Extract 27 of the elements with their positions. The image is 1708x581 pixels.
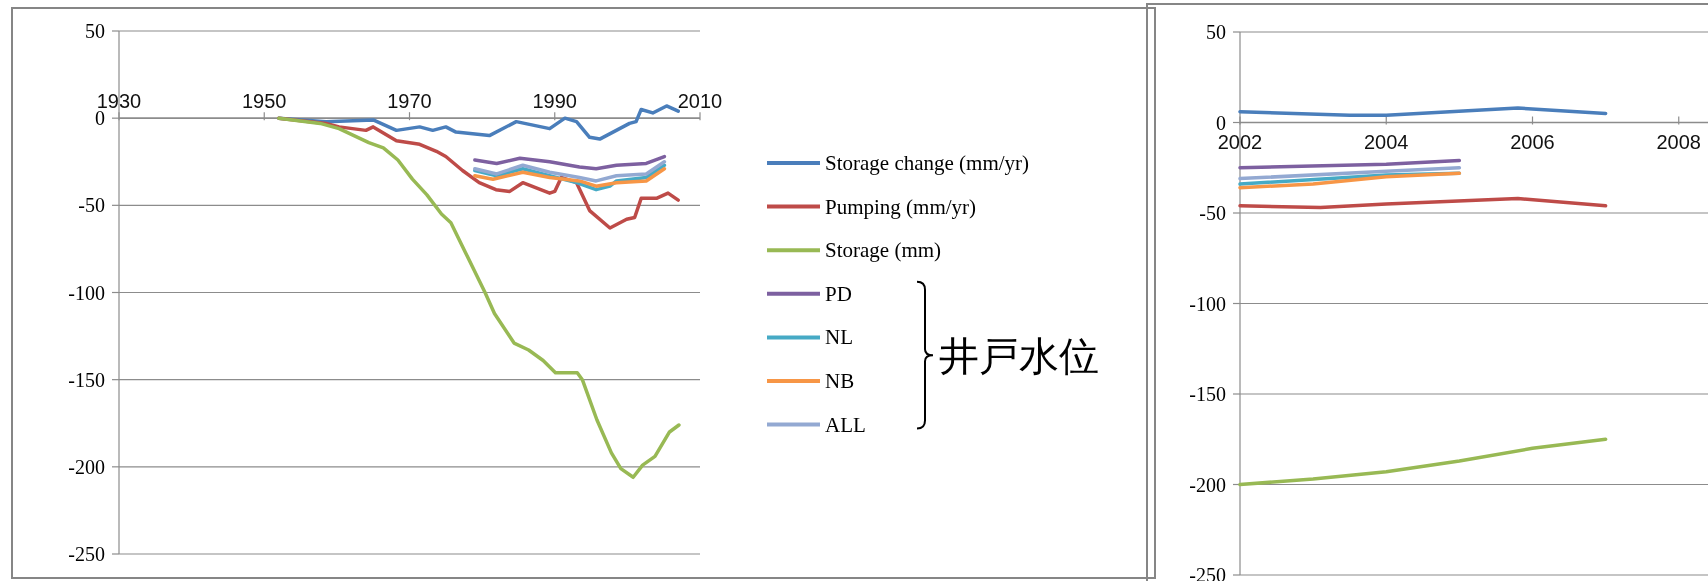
- y-tick-label: -150: [68, 368, 105, 391]
- legend-label: PD: [825, 281, 852, 306]
- y-tick-label: -50: [1199, 202, 1226, 224]
- legend-label: ALL: [825, 412, 866, 437]
- y-tick-label: -250: [68, 543, 105, 565]
- x-tick-label: 1970: [387, 90, 432, 113]
- legend-label: Storage (mm): [825, 238, 942, 263]
- x-tick-label: 2008: [1656, 130, 1701, 153]
- y-tick-label: -200: [68, 455, 105, 478]
- legend-label: Pumping (mm/yr): [825, 194, 977, 219]
- y-tick-label: 0: [95, 107, 105, 130]
- y-tick-label: -150: [1189, 383, 1226, 405]
- y-tick-label: 50: [1206, 21, 1226, 43]
- legend-label: NL: [825, 325, 853, 350]
- x-tick-label: 2010: [677, 90, 723, 113]
- legend-label: NB: [825, 369, 855, 393]
- x-tick-label: 2006: [1510, 130, 1555, 153]
- x-tick-label: 1990: [532, 90, 577, 113]
- y-tick-label: 50: [85, 20, 105, 42]
- x-tick-label: 1950: [242, 90, 287, 113]
- x-tick-label: 2004: [1364, 130, 1409, 153]
- y-tick-label: -100: [1189, 292, 1226, 315]
- text: 井戸水位: [939, 334, 1099, 379]
- y-tick-label: -200: [1189, 473, 1226, 496]
- legend-label: Storage change (mm/yr): [825, 151, 1030, 175]
- y-tick-label: -100: [68, 281, 105, 304]
- y-tick-label: -50: [78, 194, 105, 217]
